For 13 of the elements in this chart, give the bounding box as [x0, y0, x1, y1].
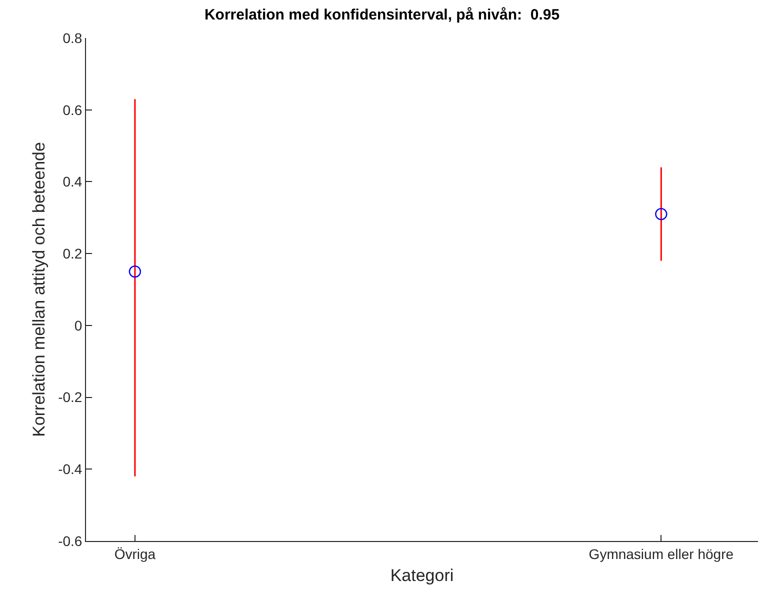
x-tick-label: Övriga [114, 546, 156, 562]
y-axis-title: Korrelation mellan attityd och beteende [30, 142, 49, 437]
chart-title: Korrelation med konfidensinterval, på nivån: 0.95 [204, 6, 560, 24]
x-axis-title: Kategori [390, 566, 454, 586]
y-tick-label: -0.6 [58, 532, 82, 549]
y-tick-label: -0.2 [58, 389, 82, 406]
y-tick-label: -0.4 [58, 461, 82, 478]
x-tick-label: Gymnasium eller högre [588, 546, 734, 562]
y-tick-label: 0.4 [62, 174, 82, 190]
y-tick-label: 0.2 [62, 245, 82, 262]
y-tick-label: 0.6 [62, 102, 82, 118]
y-tick-label: 0.8 [62, 30, 82, 46]
y-tick-label: 0 [74, 317, 82, 334]
